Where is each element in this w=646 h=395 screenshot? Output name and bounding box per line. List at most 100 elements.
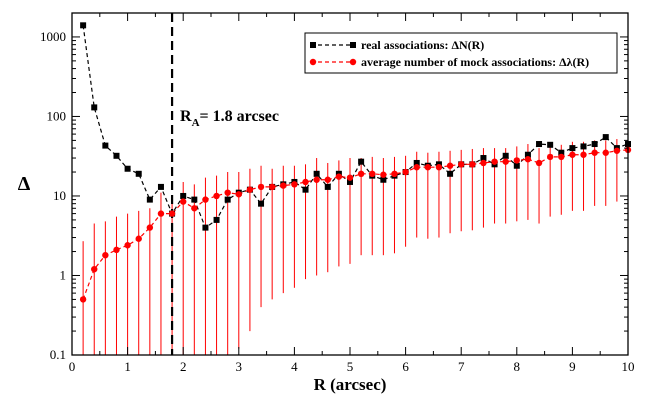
legend: real associations: ΔN(R) average number o… [304, 32, 618, 74]
data-point-real [536, 141, 543, 148]
data-point-mock [513, 157, 520, 164]
data-point-real [146, 196, 153, 203]
data-point-real [324, 183, 331, 190]
data-point-mock [613, 147, 621, 154]
data-point-mock [335, 173, 343, 180]
data-point-real [313, 170, 320, 177]
legend-box [304, 32, 618, 74]
data-point-mock [591, 149, 598, 156]
data-point-mock [124, 242, 131, 249]
legend-marker [310, 42, 316, 48]
data-point-mock [91, 265, 98, 273]
data-point-real [480, 155, 487, 162]
y-tick-label: 10 [53, 188, 66, 203]
legend-label: average number of mock associations: Δλ(… [361, 55, 589, 69]
data-point-mock [324, 176, 331, 183]
data-point-mock [313, 176, 320, 183]
data-point-mock [135, 235, 142, 242]
data-point-real [102, 142, 109, 149]
axes: 0 1 2 3 4 5 6 7 8 9 10 0.1 1 10 100 1000 R (arcsec) Δ [18, 12, 635, 394]
data-point-real [258, 200, 265, 207]
data-point-mock [357, 170, 365, 178]
data-point-real [602, 134, 609, 141]
data-point-mock [380, 171, 387, 178]
data-point-real [547, 141, 554, 148]
data-point-real [558, 149, 565, 156]
data-point-mock [257, 183, 265, 191]
data-point-mock [213, 192, 220, 200]
data-point-mock [113, 246, 120, 254]
data-point-real [591, 141, 598, 148]
data-point-real [524, 151, 531, 158]
x-tick-label: 0 [69, 359, 76, 374]
data-point-mock [558, 153, 565, 161]
y-tick-label: 1 [60, 267, 67, 282]
data-point-mock [391, 170, 398, 178]
data-point-mock [502, 158, 509, 165]
data-point-mock [157, 210, 165, 217]
data-point-real [124, 165, 131, 172]
data-point-real [302, 186, 309, 193]
data-point-mock [102, 251, 109, 259]
data-point-mock [546, 153, 554, 161]
data-point-real [380, 176, 387, 183]
data-point-mock [146, 224, 154, 231]
data-point-mock [180, 198, 187, 205]
legend-label: real associations: ΔN(R) [361, 38, 484, 52]
x-tick-label: 4 [291, 359, 298, 374]
data-point-mock [280, 182, 287, 189]
data-point-mock [458, 161, 465, 168]
data-point-real [347, 178, 353, 185]
x-tick-label: 3 [236, 359, 243, 374]
x-tick-label: 6 [402, 359, 409, 374]
data-point-real [213, 216, 220, 223]
data-point-mock [535, 159, 543, 167]
data-point-real [513, 162, 520, 169]
data-point-mock [446, 162, 454, 169]
data-point-mock [491, 158, 498, 165]
data-point-real [447, 170, 454, 177]
legend-marker [349, 58, 357, 66]
data-point-mock [302, 178, 309, 186]
data-point-mock [191, 205, 198, 212]
data-point-real [91, 104, 98, 111]
data-point-mock [79, 296, 87, 303]
data-point-real [502, 152, 509, 159]
data-point-mock [480, 159, 487, 167]
data-point-mock [402, 168, 409, 176]
x-tick-label: 10 [622, 359, 635, 374]
y-tick-label: 0.1 [50, 347, 66, 362]
x-tick-label: 9 [569, 359, 576, 374]
data-point-mock [246, 186, 254, 193]
data-point-real [202, 224, 209, 231]
data-point-mock [346, 174, 354, 181]
data-point-real [135, 170, 142, 177]
data-point-real [191, 196, 198, 203]
data-point-mock [202, 196, 209, 203]
series-markers [79, 22, 632, 303]
legend-marker [309, 58, 317, 66]
data-point-mock [291, 181, 298, 188]
data-point-real [580, 143, 587, 150]
error-bars [82, 137, 629, 355]
series-line-2 [82, 149, 629, 300]
x-tick-label: 2 [180, 359, 187, 374]
x-tick-label: 1 [124, 359, 131, 374]
data-point-mock [235, 191, 242, 198]
data-point-mock [168, 210, 176, 217]
legend-marker [350, 42, 356, 48]
x-tick-label: 7 [458, 359, 465, 374]
data-point-mock [435, 164, 443, 171]
data-point-mock [569, 151, 576, 158]
data-point-mock [268, 183, 276, 191]
data-point-real [358, 158, 365, 165]
y-tick-label: 1000 [40, 29, 66, 44]
data-point-real [113, 152, 120, 159]
data-point-real [180, 192, 187, 199]
x-axis-title: R (arcsec) [314, 375, 387, 394]
y-tick-label: 100 [47, 108, 67, 123]
x-tick-label: 5 [347, 359, 354, 374]
annotation: RA= 1.8 arcsec [180, 108, 279, 129]
